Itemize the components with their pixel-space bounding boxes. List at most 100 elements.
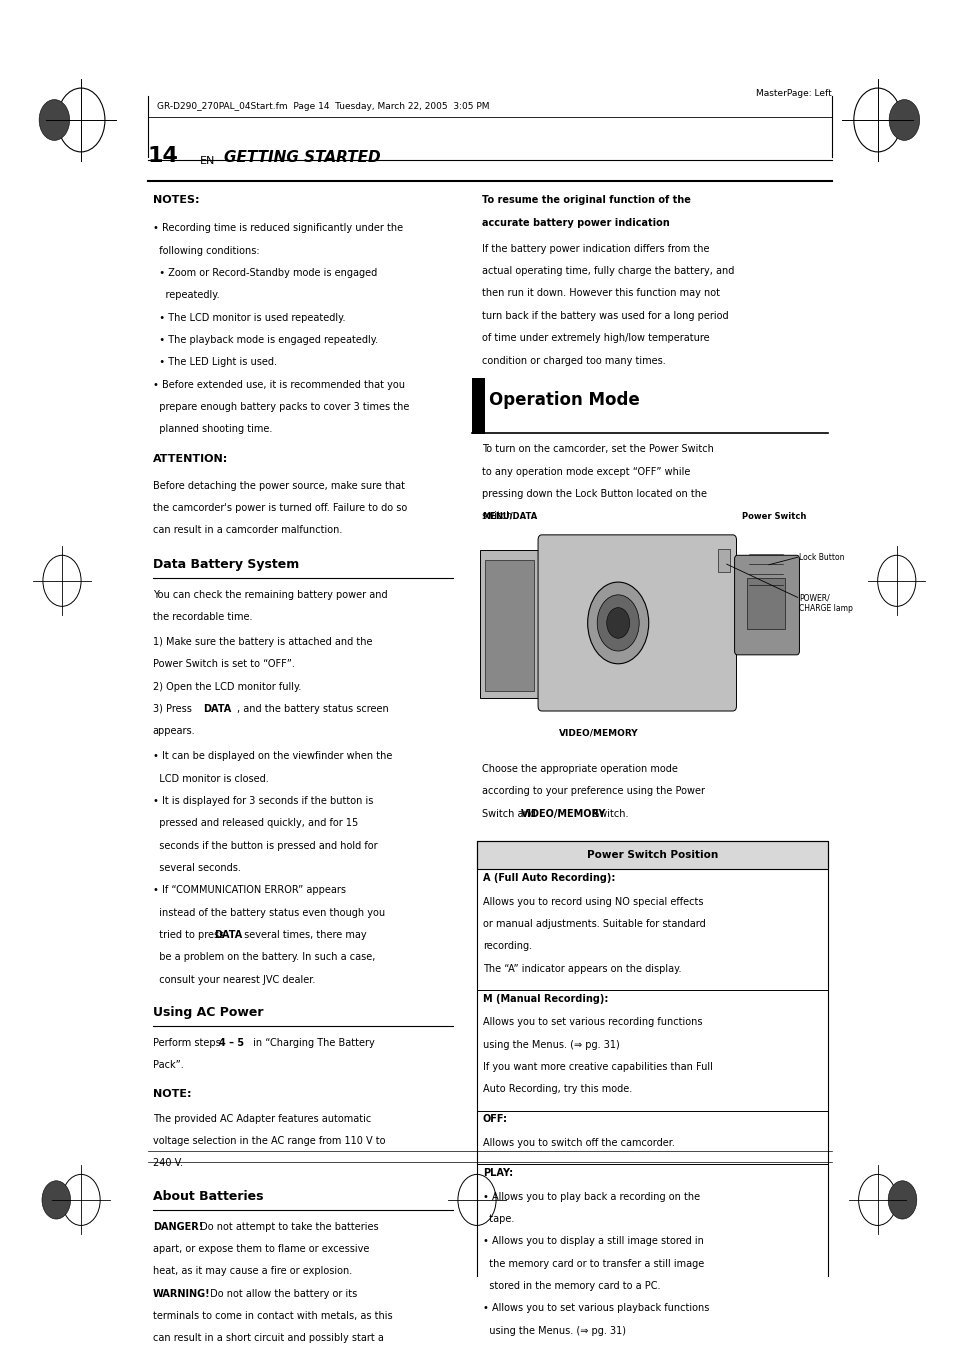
Text: apart, or expose them to flame or excessive: apart, or expose them to flame or excess… xyxy=(152,1244,369,1254)
Text: , and the battery status screen: , and the battery status screen xyxy=(236,704,388,713)
Text: NOTE:: NOTE: xyxy=(152,1089,191,1098)
Text: POWER/
CHARGE lamp: POWER/ CHARGE lamp xyxy=(799,593,852,613)
Text: • It can be displayed on the viewfinder when the: • It can be displayed on the viewfinder … xyxy=(152,751,392,761)
Text: accurate battery power indication: accurate battery power indication xyxy=(481,218,669,228)
Text: DATA: DATA xyxy=(203,704,232,713)
Text: the camcorder's power is turned off. Failure to do so: the camcorder's power is turned off. Fai… xyxy=(152,503,407,513)
Text: pressing down the Lock Button located on the: pressing down the Lock Button located on… xyxy=(481,489,706,499)
Text: Choose the appropriate operation mode: Choose the appropriate operation mode xyxy=(481,763,677,774)
Text: tape.: tape. xyxy=(482,1215,514,1224)
Text: terminals to come in contact with metals, as this: terminals to come in contact with metals… xyxy=(152,1310,392,1321)
Text: Allows you to set various recording functions: Allows you to set various recording func… xyxy=(482,1017,701,1027)
Text: About Batteries: About Batteries xyxy=(152,1190,263,1202)
Text: • Recording time is reduced significantly under the: • Recording time is reduced significantl… xyxy=(152,223,402,234)
Text: Switch.: Switch. xyxy=(590,809,628,819)
Text: LCD monitor is closed.: LCD monitor is closed. xyxy=(152,774,268,784)
Text: consult your nearest JVC dealer.: consult your nearest JVC dealer. xyxy=(152,974,314,985)
Text: tried to press: tried to press xyxy=(152,929,227,940)
Text: 4 – 5: 4 – 5 xyxy=(219,1038,244,1048)
Text: Allows you to switch off the camcorder.: Allows you to switch off the camcorder. xyxy=(482,1138,674,1148)
Bar xyxy=(718,549,729,571)
Text: 2) Open the LCD monitor fully.: 2) Open the LCD monitor fully. xyxy=(152,682,301,692)
Text: MasterPage: Left: MasterPage: Left xyxy=(756,89,831,99)
FancyBboxPatch shape xyxy=(537,535,736,711)
Text: • The LCD monitor is used repeatedly.: • The LCD monitor is used repeatedly. xyxy=(152,312,345,323)
Text: OFF:: OFF: xyxy=(482,1115,507,1124)
Text: MENU/DATA: MENU/DATA xyxy=(481,512,537,521)
Text: VIDEO/MEMORY: VIDEO/MEMORY xyxy=(558,730,639,738)
Text: be a problem on the battery. In such a case,: be a problem on the battery. In such a c… xyxy=(152,952,375,962)
Text: Do not allow the battery or its: Do not allow the battery or its xyxy=(207,1289,356,1298)
Text: several seconds.: several seconds. xyxy=(152,863,240,873)
Text: • Allows you to set various playback functions: • Allows you to set various playback fun… xyxy=(482,1304,708,1313)
Text: actual operating time, fully charge the battery, and: actual operating time, fully charge the … xyxy=(481,266,734,276)
Text: DANGER!: DANGER! xyxy=(152,1221,203,1232)
Text: ATTENTION:: ATTENTION: xyxy=(152,454,228,465)
Text: If you want more creative capabilities than Full: If you want more creative capabilities t… xyxy=(482,1062,712,1073)
Text: Pack”.: Pack”. xyxy=(152,1061,183,1070)
Text: Do not attempt to take the batteries: Do not attempt to take the batteries xyxy=(197,1221,378,1232)
Circle shape xyxy=(587,582,648,663)
FancyBboxPatch shape xyxy=(479,550,540,698)
Text: switch.: switch. xyxy=(481,511,516,521)
Text: • It is displayed for 3 seconds if the button is: • It is displayed for 3 seconds if the b… xyxy=(152,796,373,807)
Text: To resume the original function of the: To resume the original function of the xyxy=(481,196,690,205)
Text: Switch and: Switch and xyxy=(481,809,538,819)
Text: using the Menus. (⇒ pg. 31): using the Menus. (⇒ pg. 31) xyxy=(482,1040,618,1050)
Text: voltage selection in the AC range from 110 V to: voltage selection in the AC range from 1… xyxy=(152,1136,385,1146)
Text: NOTES:: NOTES: xyxy=(152,196,199,205)
Text: The provided AC Adapter features automatic: The provided AC Adapter features automat… xyxy=(152,1113,371,1124)
Text: condition or charged too many times.: condition or charged too many times. xyxy=(481,355,665,366)
Text: • The playback mode is engaged repeatedly.: • The playback mode is engaged repeatedl… xyxy=(152,335,377,345)
Text: in “Charging The Battery: in “Charging The Battery xyxy=(250,1038,375,1048)
Text: 1) Make sure the battery is attached and the: 1) Make sure the battery is attached and… xyxy=(152,636,372,647)
Text: Power Switch: Power Switch xyxy=(741,512,805,521)
Circle shape xyxy=(597,594,639,651)
Text: heat, as it may cause a fire or explosion.: heat, as it may cause a fire or explosio… xyxy=(152,1266,352,1277)
Circle shape xyxy=(888,100,919,141)
Text: the recordable time.: the recordable time. xyxy=(152,612,252,621)
Text: 240 V.: 240 V. xyxy=(152,1158,182,1169)
Text: the memory card or to transfer a still image: the memory card or to transfer a still i… xyxy=(482,1259,703,1269)
Text: Power Switch Position: Power Switch Position xyxy=(586,850,718,861)
Circle shape xyxy=(39,100,70,141)
Text: several times, there may: several times, there may xyxy=(241,929,366,940)
Bar xyxy=(476,842,827,1351)
FancyBboxPatch shape xyxy=(734,555,799,655)
Text: You can check the remaining battery power and: You can check the remaining battery powe… xyxy=(152,590,387,600)
Text: • Zoom or Record-Standby mode is engaged: • Zoom or Record-Standby mode is engaged xyxy=(152,267,376,278)
Text: can result in a short circuit and possibly start a: can result in a short circuit and possib… xyxy=(152,1333,383,1343)
Text: seconds if the button is pressed and hold for: seconds if the button is pressed and hol… xyxy=(152,840,376,851)
Text: using the Menus. (⇒ pg. 31): using the Menus. (⇒ pg. 31) xyxy=(482,1325,625,1336)
Text: The “A” indicator appears on the display.: The “A” indicator appears on the display… xyxy=(482,963,680,974)
Text: • Allows you to play back a recording on the: • Allows you to play back a recording on… xyxy=(482,1192,700,1201)
Text: GR-D290_270PAL_04Start.fm  Page 14  Tuesday, March 22, 2005  3:05 PM: GR-D290_270PAL_04Start.fm Page 14 Tuesda… xyxy=(157,103,490,111)
Text: Using AC Power: Using AC Power xyxy=(152,1006,263,1019)
Text: turn back if the battery was used for a long period: turn back if the battery was used for a … xyxy=(481,311,728,320)
Text: If the battery power indication differs from the: If the battery power indication differs … xyxy=(481,243,708,254)
Text: Lock Button: Lock Button xyxy=(799,553,844,562)
Text: • If “COMMUNICATION ERROR” appears: • If “COMMUNICATION ERROR” appears xyxy=(152,885,345,896)
Text: • Before extended use, it is recommended that you: • Before extended use, it is recommended… xyxy=(152,380,404,389)
Text: repeatedly.: repeatedly. xyxy=(152,290,219,300)
Text: Before detaching the power source, make sure that: Before detaching the power source, make … xyxy=(152,481,404,490)
Bar xyxy=(746,578,784,630)
Text: prepare enough battery packs to cover 3 times the: prepare enough battery packs to cover 3 … xyxy=(152,403,409,412)
Text: EN: EN xyxy=(200,155,215,166)
Text: following conditions:: following conditions: xyxy=(152,246,259,255)
Text: 3) Press: 3) Press xyxy=(152,704,194,713)
Text: or manual adjustments. Suitable for standard: or manual adjustments. Suitable for stan… xyxy=(482,919,704,929)
Text: planned shooting time.: planned shooting time. xyxy=(152,424,272,435)
Text: To turn on the camcorder, set the Power Switch: To turn on the camcorder, set the Power … xyxy=(481,444,713,454)
Text: M (Manual Recording):: M (Manual Recording): xyxy=(482,994,607,1004)
Circle shape xyxy=(606,608,629,638)
Text: WARNING!: WARNING! xyxy=(152,1289,210,1298)
Bar xyxy=(484,561,534,690)
Text: VIDEO/MEMORY: VIDEO/MEMORY xyxy=(520,809,605,819)
Text: A (Full Auto Recording):: A (Full Auto Recording): xyxy=(482,873,615,884)
Circle shape xyxy=(42,1181,71,1219)
Bar xyxy=(476,842,827,869)
Text: stored in the memory card to a PC.: stored in the memory card to a PC. xyxy=(482,1281,659,1292)
Text: can result in a camcorder malfunction.: can result in a camcorder malfunction. xyxy=(152,526,342,535)
Text: Power Switch is set to “OFF”.: Power Switch is set to “OFF”. xyxy=(152,659,294,669)
